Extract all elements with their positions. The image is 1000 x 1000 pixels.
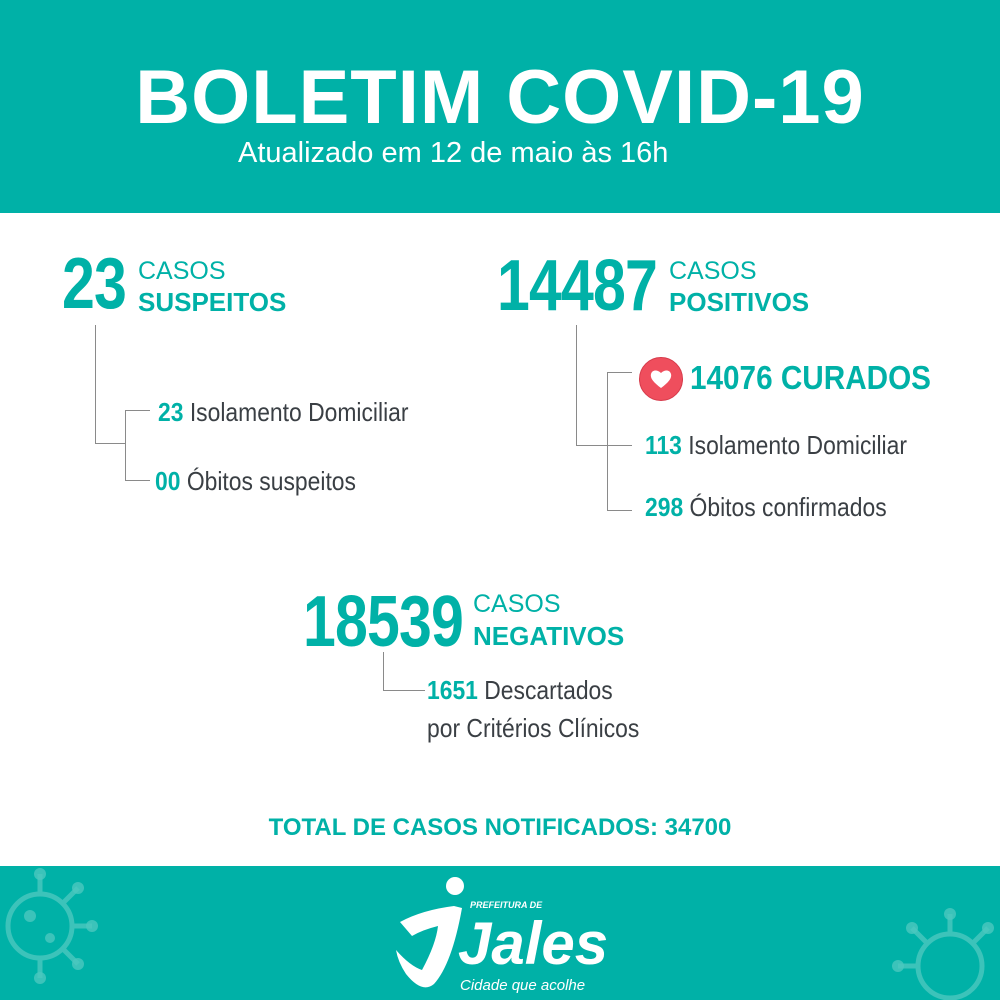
label: Óbitos confirmados: [689, 492, 887, 522]
update-subtitle: Atualizado em 12 de maio às 16h: [238, 137, 669, 169]
header-banner: [0, 0, 1000, 213]
total-notificados: TOTAL DE CASOS NOTIFICADOS: 34700: [268, 814, 732, 841]
negativos-kind-label: NEGATIVOS: [473, 621, 625, 651]
heart-icon: [639, 357, 683, 401]
positivos-count: 14487: [497, 246, 658, 326]
value: 00: [155, 466, 181, 496]
negativos-descartados: 1651 Descartados: [427, 675, 613, 705]
positivos-obitos: 298 Óbitos confirmados: [645, 492, 887, 522]
positivos-casos-label: CASOS: [669, 257, 757, 285]
connector-line: [95, 325, 96, 443]
connector-line: [95, 443, 126, 444]
negativos-casos-label: CASOS: [473, 590, 561, 618]
value: 1651: [427, 675, 478, 705]
connector-line: [607, 510, 632, 511]
suspeitos-count: 23: [62, 244, 127, 324]
connector-line: [125, 480, 150, 481]
label: Isolamento Domiciliar: [688, 430, 907, 460]
connector-line: [607, 372, 632, 373]
connector-line: [383, 652, 384, 690]
label: Óbitos suspeitos: [186, 466, 356, 496]
suspeitos-obitos: 00 Óbitos suspeitos: [155, 466, 356, 496]
connector-line: [607, 372, 608, 511]
logo-tagline: Cidade que acolhe: [460, 977, 586, 994]
footer-banner: PREFEITURA DE Jales Cidade que acolhe: [0, 866, 1000, 1000]
negativos-count: 18539: [303, 582, 464, 662]
page-title: BOLETIM COVID-19: [135, 55, 865, 140]
positivos-isolamento: 113 Isolamento Domiciliar: [645, 430, 907, 460]
virus-icon: [5, 868, 994, 1000]
suspeitos-casos-label: CASOS: [138, 257, 226, 285]
connector-line: [576, 325, 577, 445]
value: 298: [645, 492, 684, 522]
curados-label: CURADOS: [780, 359, 932, 396]
logo-prefeitura: PREFEITURA DE: [470, 900, 543, 910]
suspeitos-kind-label: SUSPEITOS: [138, 287, 287, 317]
suspeitos-isolamento: 23 Isolamento Domiciliar: [158, 397, 409, 427]
jales-logo-mark: [396, 877, 464, 988]
connector-line: [125, 410, 126, 481]
logo-name: Jales: [458, 910, 609, 977]
curados-count: 14076 CURADOS: [690, 360, 931, 396]
positivos-kind-label: POSITIVOS: [669, 287, 810, 317]
connector-line: [576, 445, 607, 446]
negativos-descartados-line2: por Critérios Clínicos: [427, 713, 640, 743]
curados-value: 14076: [690, 359, 773, 396]
connector-line: [125, 410, 150, 411]
label: Isolamento Domiciliar: [189, 397, 409, 427]
connector-line: [383, 690, 425, 691]
value: 113: [645, 430, 682, 460]
label: Descartados: [484, 675, 613, 705]
connector-line: [607, 445, 632, 446]
value: 23: [158, 397, 184, 427]
